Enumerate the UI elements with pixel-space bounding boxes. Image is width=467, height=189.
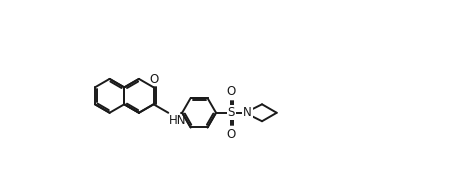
Text: O: O: [226, 85, 236, 98]
Text: HN: HN: [169, 114, 186, 127]
Text: O: O: [149, 73, 158, 86]
Text: O: O: [226, 128, 236, 141]
Text: S: S: [227, 106, 235, 119]
Text: N: N: [243, 106, 252, 119]
